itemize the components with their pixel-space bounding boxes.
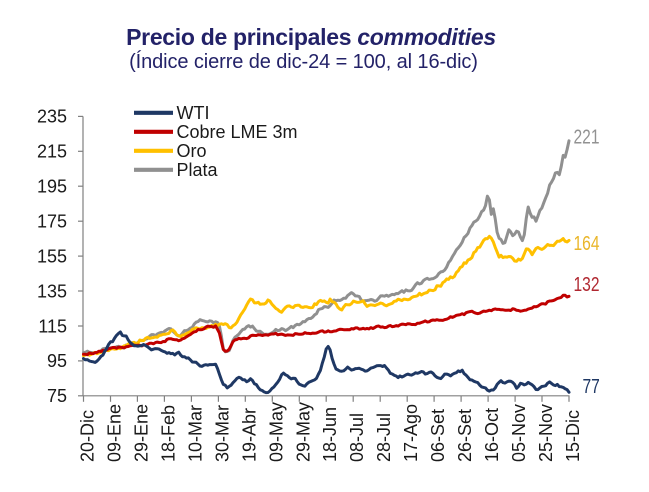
svg-text:Plata: Plata [177,160,219,180]
svg-text:Cobre LME 3m: Cobre LME 3m [177,122,298,142]
svg-text:06-Set: 06-Set [428,409,448,462]
svg-text:20-Dic: 20-Dic [78,410,98,462]
svg-text:75: 75 [47,386,67,406]
svg-text:09-May: 09-May [266,402,286,462]
svg-text:132: 132 [574,273,600,295]
svg-text:05-Nov: 05-Nov [509,404,529,462]
svg-text:175: 175 [37,212,67,232]
svg-text:15-Dic: 15-Dic [563,410,583,462]
svg-text:17-Ago: 17-Ago [401,404,421,462]
svg-text:08-Jul: 08-Jul [347,413,367,462]
svg-text:19-Abr: 19-Abr [239,408,259,462]
svg-text:235: 235 [37,107,67,127]
svg-text:155: 155 [37,246,67,266]
svg-text:95: 95 [47,351,67,371]
svg-text:29-Ene: 29-Ene [131,404,151,462]
svg-text:215: 215 [37,142,67,162]
svg-text:29-May: 29-May [293,402,313,462]
svg-text:28-Jul: 28-Jul [374,413,394,462]
svg-text:135: 135 [37,281,67,301]
svg-text:221: 221 [574,126,600,148]
svg-text:18-Jun: 18-Jun [320,407,340,462]
svg-text:WTI: WTI [177,103,210,123]
svg-text:18-Feb: 18-Feb [158,405,178,462]
svg-text:25-Nov: 25-Nov [536,404,556,462]
svg-text:16-Oct: 16-Oct [482,408,502,462]
svg-text:164: 164 [574,232,600,254]
svg-text:10-Mar: 10-Mar [185,405,205,462]
svg-text:09-Ene: 09-Ene [105,404,125,462]
svg-text:195: 195 [37,177,67,197]
svg-text:115: 115 [38,316,67,336]
svg-text:77: 77 [583,375,600,397]
svg-text:Oro: Oro [177,141,207,161]
svg-text:30-Mar: 30-Mar [212,405,232,462]
svg-text:26-Set: 26-Set [455,409,475,462]
